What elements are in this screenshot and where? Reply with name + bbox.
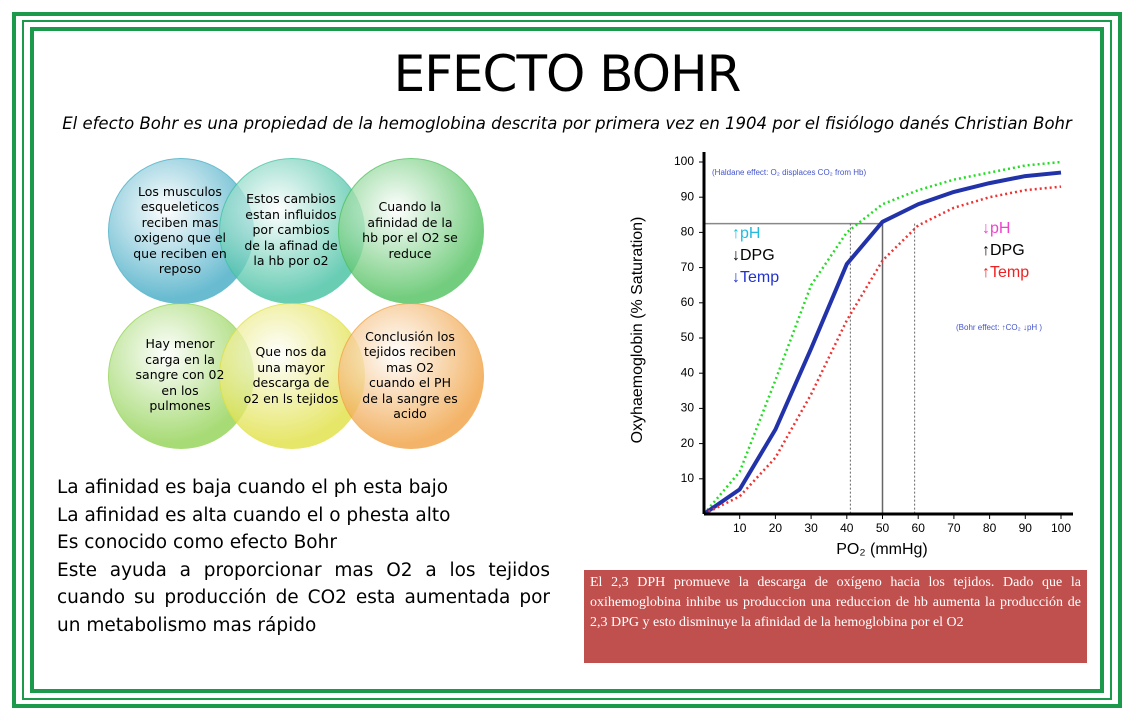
legend-entry: ↑pH (732, 225, 760, 242)
circle-text: Estos cambios estan influidos por cambio… (244, 191, 338, 268)
annotation: (Bohr effect: ↑CO₂ ↓pH ) (956, 323, 1042, 332)
chart: Oxyhaemoglobin (% Saturation) PO₂ (mmHg)… (629, 152, 1073, 558)
curve (703, 160, 1062, 515)
bullet: Este ayuda a proporcionar mas O2 a los t… (57, 559, 550, 636)
y-tick-label: 50 (681, 330, 695, 344)
circle-text: Hay menor carga en la sangre con 02 en l… (135, 336, 225, 413)
x-tick-label: 40 (840, 521, 854, 535)
y-tick-label: 80 (681, 225, 695, 239)
x-tick-label: 20 (769, 521, 783, 535)
circle (338, 158, 484, 304)
circle-text: Los musculos esqueleticos reciben mas ox… (133, 183, 227, 277)
curve (702, 170, 1062, 516)
inner-frame (30, 27, 1104, 693)
title: EFECTO BOHR (393, 45, 742, 103)
circle-text: Que nos da una mayor descarga de o2 en l… (243, 344, 339, 406)
y-tick-label: 90 (681, 189, 695, 203)
y-tick-label: 10 (681, 471, 695, 485)
x-axis-label: PO₂ (mmHg) (836, 541, 928, 558)
legend-entry: ↓Temp (732, 269, 779, 286)
x-tick-label: 60 (912, 521, 926, 535)
x-tick-label: 100 (1051, 521, 1071, 535)
bullet: La afinidad es baja cuando el ph esta ba… (57, 477, 449, 498)
circle-text: Conclusión los tejidos reciben mas O2 cu… (362, 328, 458, 422)
circle (338, 303, 484, 449)
x-tick-label: 70 (947, 521, 961, 535)
subtitle: El efecto Bohr es una propiedad de la he… (62, 114, 1072, 133)
annotation: (Haldane effect: O₂ displaces CO₂ from H… (712, 168, 866, 177)
y-tick-label: 40 (681, 365, 695, 379)
x-tick-label: 80 (983, 521, 997, 535)
curve (703, 185, 1062, 516)
y-tick-label: 20 (681, 436, 695, 450)
legend-entry: ↓DPG (732, 247, 775, 264)
bullet: Es conocido como efecto Bohr (57, 532, 337, 553)
x-tick-label: 90 (1019, 521, 1033, 535)
note-box: El 2,3 DPH promueve la descarga de oxíge… (584, 570, 1087, 663)
circle-text: Cuando la afinidad de la hb por el O2 se… (362, 199, 458, 261)
middle-frame (22, 20, 1112, 700)
x-tick-label: 50 (876, 521, 890, 535)
y-axis-label: Oxyhaemoglobin (% Saturation) (629, 217, 646, 444)
y-tick-label: 60 (681, 295, 695, 309)
y-tick-label: 70 (681, 260, 695, 274)
legend-entry: ↓pH (982, 220, 1010, 237)
x-tick-label: 30 (804, 521, 818, 535)
legend-entry: ↑Temp (982, 264, 1029, 281)
y-tick-label: 100 (674, 154, 694, 168)
y-tick-label: 30 (681, 401, 695, 415)
legend-entry: ↑DPG (982, 242, 1025, 259)
bullet-text: La afinidad es baja cuando el ph esta ba… (57, 474, 550, 639)
outer-frame (12, 12, 1122, 708)
x-tick-label: 10 (733, 521, 747, 535)
bullet: La afinidad es alta cuando el o phesta a… (57, 504, 451, 526)
